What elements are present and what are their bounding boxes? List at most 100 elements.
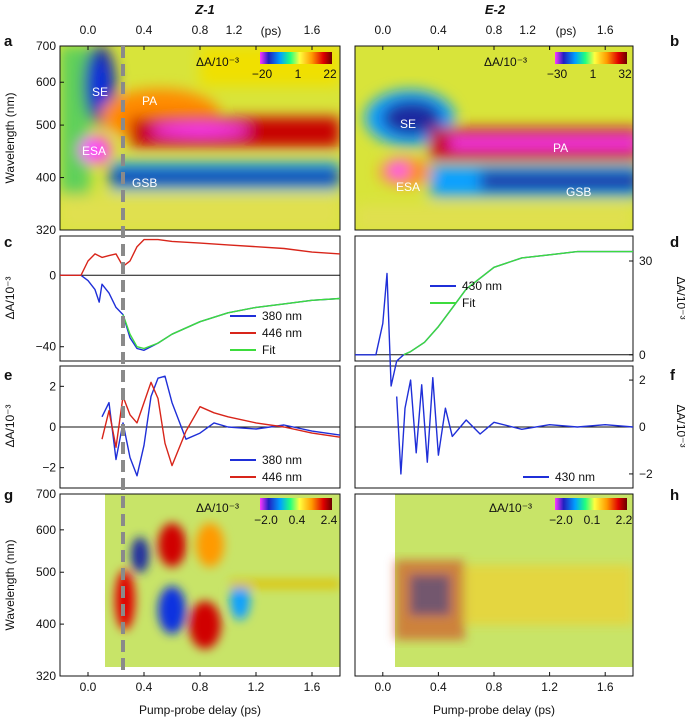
legend-label-f-0: 430 nm [555, 470, 595, 484]
y-tick-label-c-0: −40 [36, 340, 57, 354]
colorbar-h: ΔA/10⁻³ −2.0 0.1 2.2 [489, 498, 633, 527]
panel-label-h: h [670, 487, 679, 504]
colorbar-g-tick-mid: 0.4 [289, 513, 306, 527]
top-tick-label-b-0: 0.0 [374, 23, 391, 37]
top-tick-label-b-4: 1.6 [597, 23, 614, 37]
y-tick-label-d-0: 0 [639, 348, 646, 362]
bottom-tick-label-h-4: 1.6 [597, 680, 614, 694]
top-tick-label-a-0: 0.0 [80, 23, 97, 37]
y-tick-label-c-1: 0 [49, 268, 56, 282]
ylabel-a: Wavelength (nm) [3, 93, 17, 184]
series-c-446-nm [60, 238, 341, 276]
frame-d [354, 235, 634, 362]
colorbar-g: ΔA/10⁻³ −2.0 0.4 2.4 [196, 498, 338, 527]
y-tick-label-e-0: −2 [42, 461, 56, 475]
title-left: Z-1 [194, 2, 215, 17]
panel-label-b: b [670, 33, 679, 50]
panel-label-g: g [4, 487, 13, 504]
legend-label-c-0: 380 nm [262, 309, 302, 323]
bottom-tick-label-g-3: 1.2 [248, 680, 265, 694]
colorbar-h-tick-mid: 0.1 [584, 513, 601, 527]
colorbar-h-label: ΔA/10⁻³ [489, 501, 532, 515]
colorbar-b: ΔA/10⁻³ −30 1 32 [484, 52, 632, 81]
colorbar-b-label: ΔA/10⁻³ [484, 55, 527, 69]
colorbar-a-tick-min: −20 [252, 67, 273, 81]
y-tick-label-g-4: 700 [36, 487, 56, 501]
colorbar-h-tick-min: −2.0 [549, 513, 573, 527]
bottom-tick-label-g-0: 0.0 [80, 680, 97, 694]
heatmap-g [60, 494, 340, 676]
panel-label-d: d [670, 234, 679, 251]
top-tick-label-a-1: 0.4 [136, 23, 153, 37]
colorbar-g-label: ΔA/10⁻³ [196, 501, 239, 515]
data-lines-layer [60, 238, 634, 477]
ylabel-c: ΔA/10⁻³ [3, 276, 17, 319]
series-c-fit [122, 297, 341, 350]
legends-layer: 380 nm 446 nm Fit 430 nm Fit 380 nm 446 nm 430 … [230, 279, 595, 484]
y-tick-label-g-3: 600 [36, 523, 56, 537]
y-tick-label-f-2: 2 [639, 373, 646, 387]
band-labels-b: SE PA ESA GSB [396, 117, 591, 199]
colorbar-g-tick-min: −2.0 [254, 513, 278, 527]
y-tick-label-f-0: −2 [639, 467, 653, 481]
panel-label-e: e [4, 367, 12, 384]
y-tick-label-g-2: 500 [36, 565, 56, 579]
axis-ticks-layer: 0.0 0.4 0.8 1.6 1.2 0.0 0.4 0.8 1.6 1.2 0.0 0.4 0.8 1… [36, 23, 653, 694]
y-tick-label-e-2: 2 [49, 379, 56, 393]
band-label-gsb: GSB [132, 176, 157, 190]
y-tick-label-a-3: 600 [36, 75, 56, 89]
heatmap-b [355, 46, 633, 230]
top-tick-label-b-2: 0.8 [486, 23, 503, 37]
colorbar-h-tick-max: 2.2 [616, 513, 633, 527]
bottom-tick-label-g-1: 0.4 [136, 680, 153, 694]
band-labels-a: SE PA ESA GSB [82, 85, 157, 190]
colorbar-b-tick-max: 32 [618, 67, 632, 81]
ylabel-e: ΔA/10⁻³ [3, 404, 17, 447]
band-label-pa-b: PA [553, 141, 568, 155]
colorbar-a-tick-mid: 1 [295, 67, 302, 81]
top-tick-label-b-3: 1.2 [519, 23, 536, 37]
colorbar-b-tick-mid: 1 [590, 67, 597, 81]
series-d-fit [403, 250, 633, 356]
y-tick-label-e-1: 0 [49, 420, 56, 434]
y-tick-label-a-0: 320 [36, 223, 56, 237]
frame-c [59, 235, 341, 362]
legend-label-e-0: 380 nm [262, 453, 302, 467]
series-f-430-nm [396, 377, 634, 475]
band-label-esa: ESA [82, 144, 106, 158]
legend-label-d-1: Fit [462, 296, 476, 310]
colorbar-g-tick-max: 2.4 [321, 513, 338, 527]
panel-label-c: c [4, 234, 12, 251]
y-tick-label-a-2: 500 [36, 118, 56, 132]
panel-label-a: a [4, 33, 13, 50]
top-tick-label-a-2: 0.8 [192, 23, 209, 37]
bottom-tick-label-h-3: 1.2 [541, 680, 558, 694]
top-unit-right: (ps) [556, 24, 577, 38]
xlabel-h: Pump-probe delay (ps) [433, 703, 555, 717]
band-label-se: SE [92, 85, 108, 99]
xlabel-g: Pump-probe delay (ps) [139, 703, 261, 717]
band-label-esa-b: ESA [396, 180, 420, 194]
legend-label-e-1: 446 nm [262, 470, 302, 484]
y-tick-label-f-1: 0 [639, 420, 646, 434]
y-tick-label-a-4: 700 [36, 39, 56, 53]
top-unit-left: (ps) [261, 24, 282, 38]
legend-label-c-1: 446 nm [262, 326, 302, 340]
ylabel-f: ΔA/10⁻³ [674, 404, 685, 447]
legend-label-c-2: Fit [262, 343, 276, 357]
bottom-tick-label-g-4: 1.6 [304, 680, 321, 694]
band-label-gsb-b: GSB [566, 185, 591, 199]
heatmap-h [355, 494, 633, 676]
series-e-446-nm [101, 381, 341, 467]
colorbar-a-tick-max: 22 [323, 67, 337, 81]
y-tick-label-g-1: 400 [36, 617, 56, 631]
series-e-380-nm [101, 375, 341, 477]
top-tick-label-a-3: 1.2 [226, 23, 243, 37]
top-tick-label-b-1: 0.4 [430, 23, 447, 37]
title-right: E-2 [485, 2, 506, 17]
colorbar-a-label: ΔA/10⁻³ [196, 55, 239, 69]
colorbar-b-tick-min: −30 [547, 67, 568, 81]
y-tick-label-g-0: 320 [36, 669, 56, 683]
ylabel-g: Wavelength (nm) [3, 540, 17, 631]
